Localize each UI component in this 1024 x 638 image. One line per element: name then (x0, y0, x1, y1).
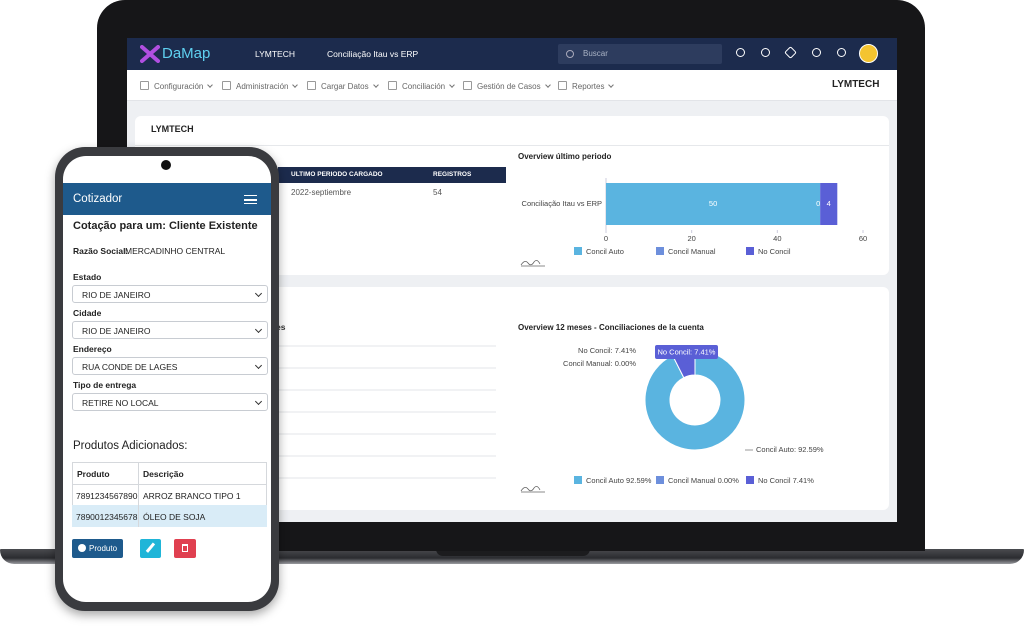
help-icon[interactable] (837, 48, 846, 57)
col-line (138, 462, 139, 527)
section-label: es (276, 322, 286, 332)
phone-screen (63, 156, 271, 602)
chart-menu-icon[interactable] (520, 486, 545, 493)
phone-header-title: Cotizador (73, 193, 123, 205)
menu-item[interactable]: Gestión de Casos (463, 81, 550, 91)
table-header (278, 167, 506, 183)
chart-title: Overview 12 meses - Conciliaciones de la… (518, 323, 704, 332)
data-label: No Concil: 7.41% (578, 346, 636, 355)
tooltip-box (655, 345, 718, 359)
tooltip-pointer (683, 359, 691, 364)
trash-icon (182, 544, 188, 552)
menu-item[interactable]: Configuración (140, 81, 212, 91)
menu-company: LYMTECH (832, 79, 880, 90)
legend-swatch (574, 247, 582, 255)
hamburger[interactable] (244, 195, 257, 204)
menu-item[interactable]: Reportes (558, 81, 613, 91)
legend-label: No Concil (758, 247, 791, 256)
data-label: Concil Auto: 92.59% (756, 445, 824, 454)
plus-icon (78, 544, 86, 552)
field-label: Tipo de entrega (73, 380, 137, 390)
table-cell: 7890012345678 (76, 512, 138, 522)
legend-swatch (574, 476, 582, 484)
donut-slice (644, 349, 746, 451)
menu-item[interactable]: Conciliación (388, 81, 454, 91)
table-cell: 54 (433, 188, 442, 197)
legend-swatch (656, 247, 664, 255)
search-placeholder[interactable]: Buscar (583, 49, 608, 58)
data-label: 0 (816, 199, 820, 208)
field-label: Cidade (73, 308, 102, 318)
section-title: Produtos Adicionados: (73, 440, 188, 452)
tooltip: No Concil: 7.41% (658, 347, 716, 356)
bell-icon[interactable] (736, 48, 745, 57)
menu-item[interactable]: Cargar Datos (307, 81, 378, 91)
phone-title: Cotação para um: Cliente Existente (73, 220, 258, 232)
select[interactable]: RUA CONDE DE LAGES (72, 357, 268, 375)
logo-icon (140, 45, 160, 63)
search-box[interactable] (558, 44, 722, 64)
context-selector[interactable]: Conciliação Itau vs ERP (327, 49, 419, 59)
phone-header (63, 183, 271, 215)
legend-swatch (656, 476, 664, 484)
bar-segment (606, 183, 821, 225)
data-label: 50 (709, 199, 717, 208)
delete-button[interactable] (174, 539, 196, 558)
company-selector[interactable]: LYMTECH (255, 49, 295, 59)
laptop-notch (436, 549, 590, 556)
row-line (72, 484, 267, 485)
table-lines (270, 345, 496, 479)
legend-swatch (746, 247, 754, 255)
field-label: Endereço (73, 344, 112, 354)
logo[interactable]: DaMap (162, 45, 211, 62)
x-tick-label: 0 (604, 234, 608, 243)
data-label: Concil Manual: 0.00% (563, 359, 636, 368)
add-button-label[interactable]: Produto (89, 544, 118, 553)
table-cell: ÓLEO DE SOJA (143, 512, 206, 522)
data-label: 4 (827, 199, 831, 208)
row-selected[interactable] (72, 505, 267, 527)
field-label: Razão Social: (73, 246, 129, 256)
field-value: MERCADINHO CENTRAL (125, 246, 226, 256)
avatar[interactable] (859, 44, 878, 63)
card-title: LYMTECH (151, 124, 194, 134)
table-header-cell: Produto (77, 469, 110, 479)
settings-icon[interactable] (812, 48, 821, 57)
table-header-cell: Descrição (143, 469, 184, 479)
chart-title: Overview último periodo (518, 152, 611, 161)
legend-swatch (746, 476, 754, 484)
legend-label: Concil Manual (668, 247, 716, 256)
bar-segment (820, 183, 838, 225)
table-cell: ARROZ BRANCO TIPO 1 (143, 491, 241, 501)
legend-label: Concil Manual 0.00% (668, 476, 739, 485)
table-header-cell: REGISTROS (433, 171, 472, 178)
menu-item[interactable]: Administración (222, 81, 297, 91)
legend-label: No Concil 7.41% (758, 476, 814, 485)
x-tick-label: 40 (773, 234, 781, 243)
select[interactable]: RIO DE JANEIRO (72, 285, 268, 303)
select[interactable]: RETIRE NO LOCAL (72, 393, 268, 411)
select[interactable]: RIO DE JANEIRO (72, 321, 268, 339)
chart-menu-icon[interactable] (520, 260, 545, 267)
table-cell: 7891234567890 (76, 491, 138, 501)
field-label: Estado (73, 272, 102, 282)
x-tick-label: 20 (687, 234, 695, 243)
add-button[interactable] (72, 539, 123, 558)
table-header-cell: ULTIMO PERIODO CARGADO (291, 171, 383, 178)
divider (135, 145, 889, 146)
search-icon (566, 50, 574, 58)
hamburger-bar (244, 199, 257, 201)
x-tick-label: 60 (859, 234, 867, 243)
phone-camera (161, 160, 171, 170)
refresh-icon[interactable] (761, 48, 770, 57)
y-tick-label: Conciliação Itau vs ERP (522, 199, 602, 208)
legend-label: Concil Auto (586, 247, 624, 256)
legend-label: Concil Auto 92.59% (586, 476, 652, 485)
table-cell: 2022-septiembre (291, 188, 352, 197)
